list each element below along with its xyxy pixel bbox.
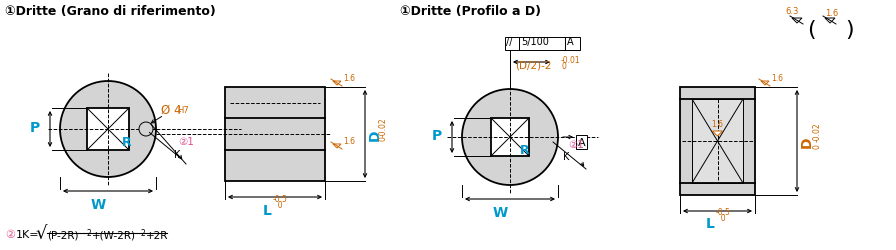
Text: (P-2R): (P-2R) [47,230,79,240]
Text: W: W [90,197,106,211]
Text: L: L [705,216,714,230]
Polygon shape [761,82,769,86]
Text: D: D [368,129,382,140]
Bar [87,108,129,150]
Text: +(W-2R): +(W-2R) [92,230,136,240]
Text: 0: 0 [716,213,725,222]
Text: ②: ② [5,229,15,239]
Text: P: P [30,120,40,134]
Text: √: √ [35,224,47,242]
Text: 1.6: 1.6 [711,120,723,128]
Text: 1.6: 1.6 [771,74,783,83]
Text: ②1: ②1 [568,140,584,149]
Bar [491,118,529,156]
Bar [692,100,743,183]
Text: ①Dritte (Grano di riferimento): ①Dritte (Grano di riferimento) [5,5,216,18]
Text: 5/100: 5/100 [521,37,549,47]
Text: K: K [563,152,569,161]
Text: A: A [578,138,586,147]
Text: D: D [800,136,814,147]
Text: 1.6: 1.6 [343,136,355,145]
Text: 1K=: 1K= [16,229,39,239]
Circle shape [60,82,156,177]
Text: 0: 0 [813,144,822,149]
Text: ): ) [845,20,854,40]
Text: 0: 0 [273,200,282,209]
Text: ①Dritte (Profilo a D): ①Dritte (Profilo a D) [400,5,541,18]
Circle shape [139,122,153,136]
Text: R: R [122,136,132,148]
Text: 0: 0 [561,62,566,71]
Text: ②1: ②1 [178,136,194,146]
Text: A: A [567,37,573,47]
Text: K: K [174,150,180,159]
Circle shape [462,90,558,185]
Text: 6.3: 6.3 [785,7,798,16]
Text: 0: 0 [378,136,387,141]
Polygon shape [333,82,341,86]
FancyBboxPatch shape [505,38,580,51]
Text: 2: 2 [140,228,145,237]
Text: +2R: +2R [146,230,168,240]
Text: -0.5: -0.5 [716,207,730,216]
Text: P: P [432,128,442,142]
Text: (D/2)-2: (D/2)-2 [515,61,552,71]
Polygon shape [712,132,722,136]
Text: Ø 4: Ø 4 [161,104,182,117]
Text: -0.01: -0.01 [561,56,581,65]
Text: //: // [506,37,513,47]
Polygon shape [825,19,835,24]
Text: H7: H7 [177,106,189,114]
Text: L: L [263,203,271,217]
Bar [680,88,755,195]
Text: 1.6: 1.6 [825,9,839,18]
Text: -0.5: -0.5 [273,194,288,203]
Text: -0.02: -0.02 [378,117,387,136]
Text: (: ( [807,20,815,40]
Text: W: W [493,205,508,219]
Text: R: R [520,144,530,156]
Text: 1.6: 1.6 [343,74,355,83]
Text: -0.02: -0.02 [813,122,822,141]
Polygon shape [333,144,341,148]
Polygon shape [792,19,802,24]
Text: 2: 2 [86,228,90,237]
Bar [225,88,325,181]
